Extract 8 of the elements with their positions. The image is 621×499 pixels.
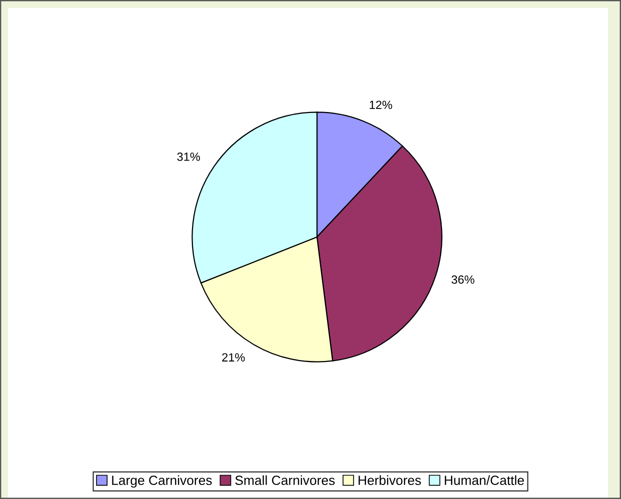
legend-label: Small Carnivores — [235, 475, 335, 485]
data-label: 12% — [370, 100, 392, 109]
data-label: 36% — [452, 275, 474, 284]
legend-label: Human/Cattle — [444, 475, 524, 485]
legend-label: Large Carnivores — [112, 475, 212, 488]
data-label: 31% — [177, 152, 200, 161]
data-label: 21% — [222, 353, 245, 362]
legend-label: Herbivores — [358, 475, 421, 485]
